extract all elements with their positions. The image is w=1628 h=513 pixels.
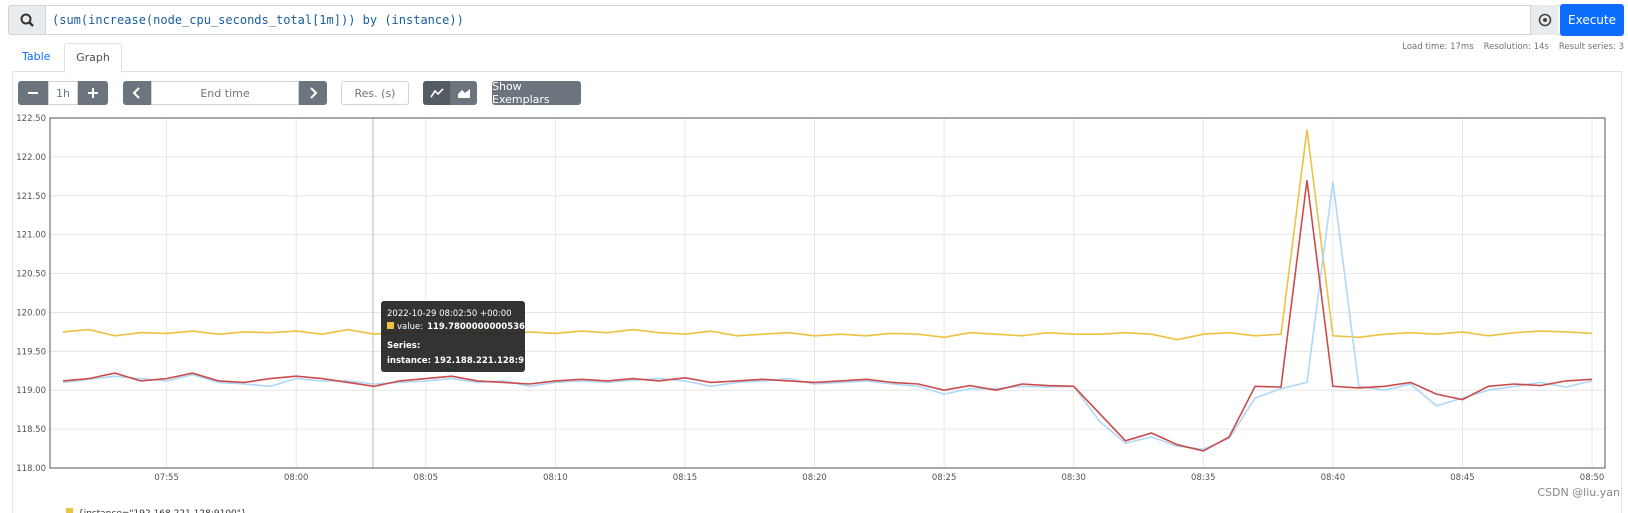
resolution: Resolution: 14s — [1483, 42, 1549, 52]
plus-glyph — [88, 88, 98, 98]
x-tick-label: 08:40 — [1321, 473, 1346, 483]
show-exemplars[interactable]: Show Exemplars — [492, 80, 581, 106]
y-tick-label: 120.00 — [16, 308, 46, 318]
end-time-input[interactable]: End time — [151, 81, 299, 105]
load-time: Load time: 17ms — [1402, 42, 1474, 52]
series-line — [62, 181, 1593, 451]
stats: Load time: 17ms Resolution: 14s Result s… — [1402, 42, 1624, 52]
query-input[interactable]: (sum(increase(node_cpu_seconds_total[1m]… — [52, 13, 464, 27]
y-tick-label: 119.00 — [16, 386, 46, 396]
x-tick-label: 07:55 — [154, 473, 179, 483]
y-tick-label: 122.50 — [16, 114, 46, 124]
result-series: Result series: 3 — [1558, 42, 1624, 52]
y-tick-label: 122.00 — [16, 153, 46, 163]
tab-graph[interactable]: Graph — [64, 43, 122, 73]
tooltip-value-number: 119.78000000005369 — [427, 322, 531, 332]
tooltip: 2022-10-29 08:02:50 +00:00 value: 119.7800… — [381, 301, 542, 372]
x-tick-label: 08:35 — [1191, 473, 1216, 483]
y-tick-label: 120.50 — [16, 270, 46, 280]
series-line — [62, 180, 1593, 452]
line-glyph — [429, 88, 444, 98]
range-input[interactable]: 1h — [48, 81, 78, 105]
range-increase[interactable] — [78, 81, 108, 105]
range-decrease[interactable] — [18, 81, 48, 105]
x-tick-label: 08:45 — [1450, 473, 1475, 483]
tooltip-box — [381, 301, 525, 372]
plot-background — [50, 118, 1605, 468]
end-time-back[interactable] — [123, 81, 151, 105]
y-tick-label: 121.00 — [16, 231, 46, 241]
x-tick-label: 08:25 — [932, 473, 957, 483]
x-tick-label: 08:30 — [1061, 473, 1086, 483]
plot-border — [49, 117, 1606, 469]
tooltip-time: 2022-10-29 08:02:50 +00:00 — [387, 309, 512, 319]
tooltip-series-label: Series: — [387, 341, 420, 351]
x-tick-label: 08:20 — [802, 473, 827, 483]
x-tick-label: 08:05 — [414, 473, 439, 483]
stacked-toggle[interactable] — [450, 81, 477, 105]
area-glyph — [457, 89, 470, 98]
tooltip-value: value: 119.78000000005369 — [397, 322, 531, 332]
panel — [12, 72, 1622, 513]
tooltip-instance: instance: 192.188.221.128:9100 — [387, 356, 542, 366]
execute-button[interactable]: Execute — [1560, 4, 1624, 36]
lines-toggle[interactable] — [423, 81, 450, 105]
x-tick-label: 08:00 — [284, 473, 309, 483]
globe-glyph — [1538, 13, 1552, 27]
x-tick-label: 08:15 — [673, 473, 698, 483]
end-time-forward[interactable] — [299, 81, 327, 105]
tab-bar — [12, 44, 1622, 72]
watermark: CSDN @liu.yan — [1537, 486, 1620, 499]
series-line — [62, 129, 1593, 341]
resolution-input[interactable]: Res. (s) — [341, 81, 409, 105]
y-tick-label: 118.00 — [16, 464, 46, 474]
x-tick-label: 08:10 — [543, 473, 568, 483]
y-tick-label: 118.50 — [16, 425, 46, 435]
x-tick-label: 08:50 — [1580, 473, 1605, 483]
left-glyph — [132, 87, 140, 99]
tooltip-value-label: value: — [397, 322, 423, 332]
legend-swatch — [66, 508, 73, 513]
metrics-explorer[interactable] — [1530, 5, 1558, 35]
legend-label: {instance="192.168.221.128:9100"} — [78, 509, 247, 513]
search-icon — [8, 5, 46, 35]
tab-table[interactable]: Table — [22, 50, 51, 63]
y-tick-label: 121.50 — [16, 192, 46, 202]
search-glyph — [20, 13, 34, 27]
tooltip-swatch — [387, 322, 394, 329]
right-glyph — [310, 87, 318, 99]
y-tick-label: 119.50 — [16, 347, 46, 357]
minus-glyph — [28, 92, 38, 94]
